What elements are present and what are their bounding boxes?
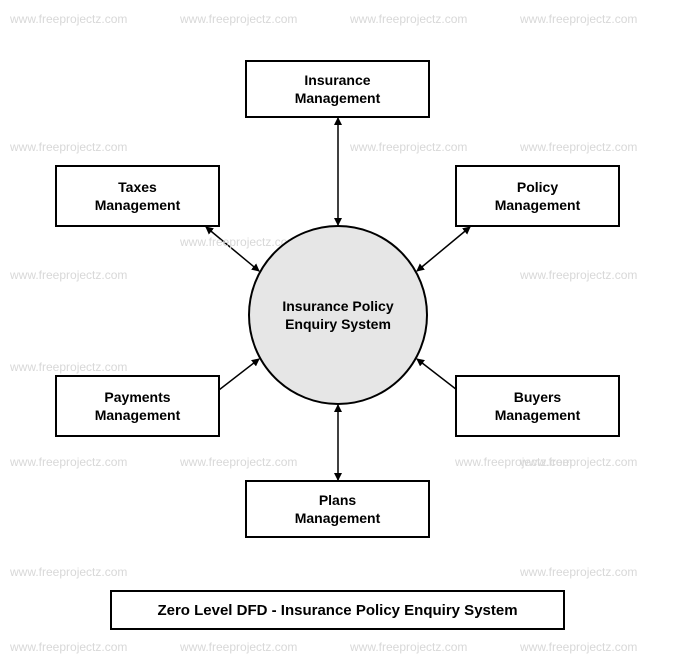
watermark-text: www.freeprojectz.com — [10, 140, 127, 154]
watermark-text: www.freeprojectz.com — [180, 12, 297, 26]
watermark-text: www.freeprojectz.com — [10, 268, 127, 282]
watermark-text: www.freeprojectz.com — [10, 12, 127, 26]
node-taxes: TaxesManagement — [55, 165, 220, 227]
watermark-text: www.freeprojectz.com — [520, 140, 637, 154]
watermark-text: www.freeprojectz.com — [10, 455, 127, 469]
watermark-text: www.freeprojectz.com — [520, 565, 637, 579]
watermark-text: www.freeprojectz.com — [350, 12, 467, 26]
node-plans: PlansManagement — [245, 480, 430, 538]
node-buyers: BuyersManagement — [455, 375, 620, 437]
node-payments: PaymentsManagement — [55, 375, 220, 437]
node-policy: PolicyManagement — [455, 165, 620, 227]
watermark-text: www.freeprojectz.com — [455, 455, 572, 469]
watermark-text: www.freeprojectz.com — [520, 268, 637, 282]
node-insurance: InsuranceManagement — [245, 60, 430, 118]
watermark-text: www.freeprojectz.com — [350, 140, 467, 154]
diagram-title: Zero Level DFD - Insurance Policy Enquir… — [110, 590, 565, 630]
edge-taxes — [206, 227, 259, 271]
watermark-text: www.freeprojectz.com — [520, 455, 637, 469]
watermark-text: www.freeprojectz.com — [10, 565, 127, 579]
center-process: Insurance PolicyEnquiry System — [248, 225, 428, 405]
watermark-text: www.freeprojectz.com — [180, 455, 297, 469]
edge-policy — [417, 227, 470, 271]
watermark-text: www.freeprojectz.com — [10, 360, 127, 374]
dfd-diagram: www.freeprojectz.comwww.freeprojectz.com… — [0, 0, 675, 652]
watermark-text: www.freeprojectz.com — [520, 12, 637, 26]
